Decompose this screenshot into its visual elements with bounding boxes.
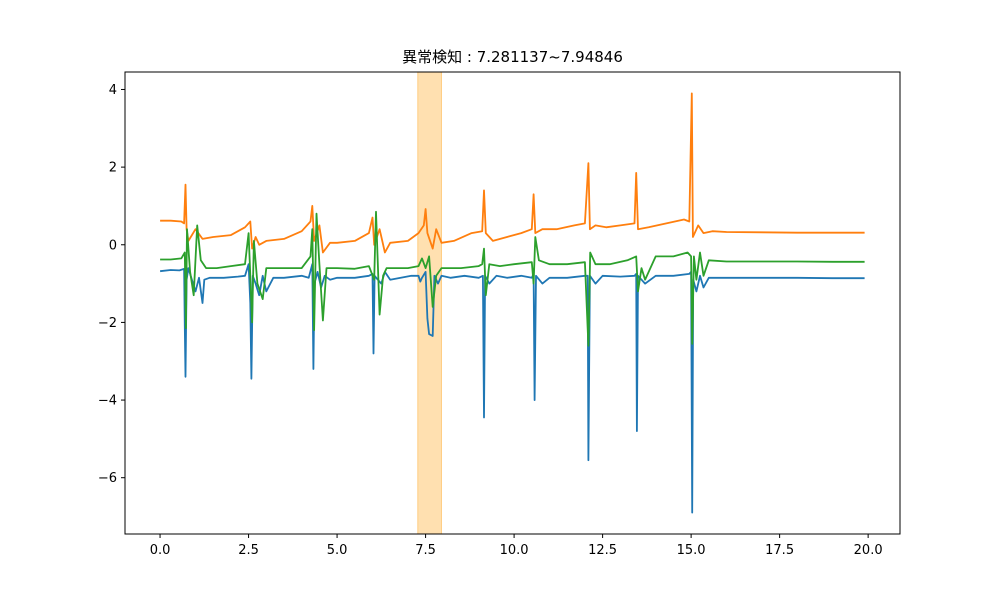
x-tick-label: 17.5 bbox=[765, 543, 794, 558]
x-tick-label: 20.0 bbox=[854, 543, 883, 558]
y-tick-label: 0 bbox=[109, 238, 117, 253]
x-tick-label: 5.0 bbox=[327, 543, 348, 558]
y-tick-label: 2 bbox=[109, 161, 117, 176]
x-tick-label: 7.5 bbox=[415, 543, 436, 558]
x-tick-label: 12.5 bbox=[588, 543, 617, 558]
x-tick-label: 10.0 bbox=[500, 543, 529, 558]
y-tick-label: −6 bbox=[98, 471, 117, 486]
y-tick-label: 4 bbox=[109, 83, 117, 98]
series-line-1 bbox=[159, 263, 865, 514]
x-tick-label: 15.0 bbox=[677, 543, 706, 558]
x-tick-label: 0.0 bbox=[150, 543, 171, 558]
series-line-2 bbox=[160, 92, 865, 254]
series-line-3 bbox=[160, 210, 865, 347]
y-tick-label: −2 bbox=[98, 316, 117, 331]
chart-title: 異常検知 : 7.281137~7.94846 bbox=[402, 48, 623, 66]
y-tick-label: −4 bbox=[98, 394, 117, 409]
anomaly-highlight-band bbox=[417, 71, 442, 535]
x-tick-label: 2.5 bbox=[238, 543, 259, 558]
plot-frame bbox=[124, 71, 901, 535]
